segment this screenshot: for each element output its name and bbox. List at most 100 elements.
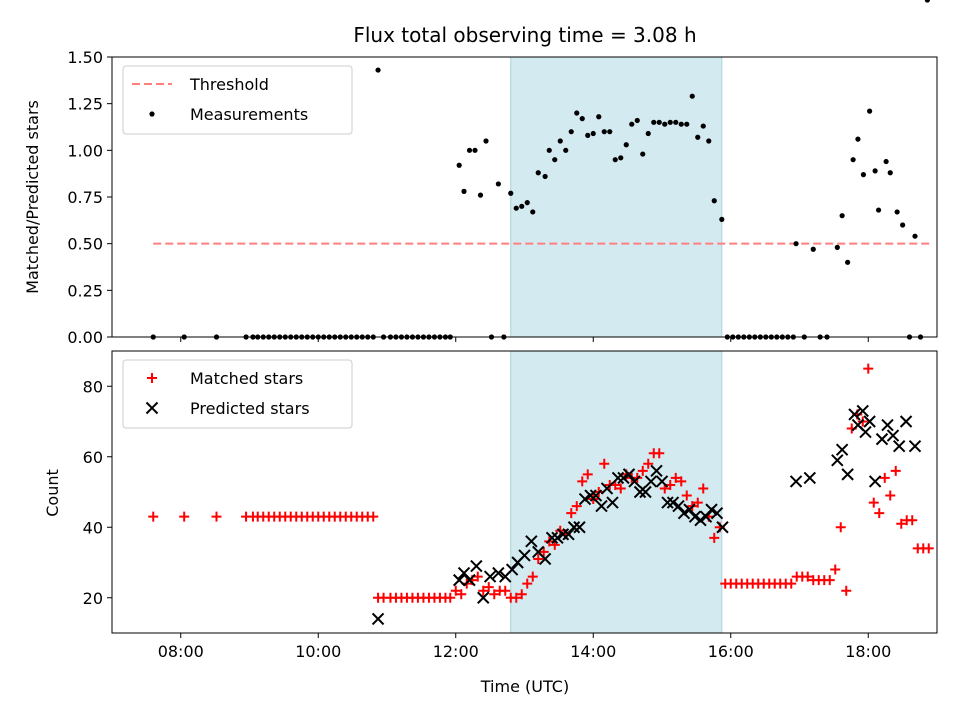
legend-matched-swatch (147, 373, 157, 383)
measurement-point (656, 119, 662, 125)
y-tick-label: 80 (83, 377, 103, 396)
measurement-point (662, 121, 668, 127)
predicted-star-point (639, 485, 652, 499)
predicted-star-point (699, 510, 713, 523)
predicted-star-point (573, 521, 586, 534)
predicted-star-point (545, 531, 559, 545)
predicted-star-point (875, 432, 889, 446)
measurement-point (645, 130, 651, 137)
measurement-point (695, 134, 701, 140)
legend-box (122, 65, 353, 135)
matched-star-point (577, 476, 588, 487)
predicted-star-point (848, 408, 861, 421)
measurement-point (466, 147, 473, 153)
predicted-star-point (677, 506, 691, 520)
legend-box (122, 359, 353, 429)
matched-star-point (445, 592, 456, 603)
measurement-point (596, 114, 602, 120)
measurement-point (924, 0, 930, 3)
measurement-point (667, 119, 673, 125)
measurement-point (883, 158, 889, 165)
predicted-star-point (688, 510, 702, 523)
predicted-star-point (694, 513, 707, 527)
predicted-star-point (655, 475, 669, 488)
predicted-star-point (470, 559, 483, 573)
predicted-star-point (567, 521, 581, 534)
predicted-star-point (595, 499, 608, 513)
measurement-point (793, 241, 799, 247)
matched-star-point (582, 469, 593, 480)
measurement-point (719, 216, 725, 222)
top-panel: 0.00 0.25 0.50 0.75 1.00 1.25 1.50 Threshold Mea… (67, 0, 938, 347)
predicted-star-point (716, 521, 729, 534)
bottom-panel: 20 40 60 80 08:00 10:00 12:00 14:00 16:00 18:00 Ma… (83, 350, 938, 661)
measurement-point (579, 116, 585, 122)
measurement-point (894, 209, 900, 215)
matched-star-point (874, 508, 885, 519)
legend-label: Measurements (190, 105, 308, 124)
measurement-point (623, 142, 629, 148)
predicted-star-point (868, 475, 882, 488)
measurement-point (673, 119, 679, 125)
predicted-star-point (672, 499, 685, 513)
matched-star-point (148, 511, 159, 522)
measurement-point (684, 121, 690, 127)
matched-star-point (786, 578, 797, 589)
measurement-point (834, 244, 840, 250)
y-tick-label: 0.75 (67, 188, 103, 207)
measurement-point (629, 121, 635, 127)
y-tick-label: 0.50 (67, 235, 103, 254)
shaded-interval (510, 56, 723, 338)
measurement-point (634, 117, 640, 124)
x-tick-label: 16:00 (708, 642, 754, 661)
y-axis-label-top: Matched/Predicted stars (23, 100, 42, 294)
predicted-star-point (661, 496, 674, 509)
matched-star-point (835, 522, 846, 533)
measurement-point (574, 110, 580, 116)
predicted-star-point (518, 549, 531, 562)
measurement-point (535, 170, 541, 176)
measurement-point (912, 233, 918, 239)
matched-star-point (923, 543, 934, 554)
predicted-star-point (899, 415, 913, 428)
measurement-point (839, 213, 845, 219)
predicted-star-point (789, 475, 803, 488)
measurement-point (530, 209, 536, 215)
matched-star-point (368, 511, 379, 522)
predicted-star-point (477, 591, 490, 604)
matched-star-point (643, 458, 654, 469)
predicted-star-point (452, 573, 466, 587)
predicted-star-point (556, 528, 570, 541)
x-tick-label: 14:00 (570, 642, 616, 661)
predicted-star-point (589, 489, 603, 502)
y-tick-label: 0.25 (67, 281, 103, 300)
measurement-point (601, 129, 607, 135)
measurement-point (508, 190, 514, 196)
predicted-star-point (710, 506, 724, 520)
matched-star-point (676, 476, 687, 487)
measurement-point (483, 138, 489, 144)
matched-star-point (824, 575, 835, 586)
measurement-point (872, 168, 878, 174)
legend-measurement-swatch (149, 111, 155, 117)
predicted-star-point (505, 563, 519, 576)
predicted-star-point (617, 471, 630, 485)
predicted-star-point (650, 464, 663, 478)
measurement-point (651, 119, 657, 125)
measurement-point (607, 129, 613, 135)
predicted-star-point (835, 443, 849, 456)
matched-star-point (500, 585, 511, 596)
x-tick-label: 12:00 (433, 642, 479, 661)
measurement-point (689, 93, 695, 99)
measurement-point (542, 173, 548, 180)
measurement-point (585, 132, 591, 138)
measurement-point (375, 67, 381, 73)
matched-star-point (599, 458, 610, 469)
predicted-star-point (633, 485, 647, 499)
measurement-point (711, 198, 717, 204)
matched-star-point (830, 564, 841, 575)
predicted-star-point (538, 552, 552, 566)
matched-star-point (896, 518, 907, 529)
measurement-point (513, 205, 519, 211)
